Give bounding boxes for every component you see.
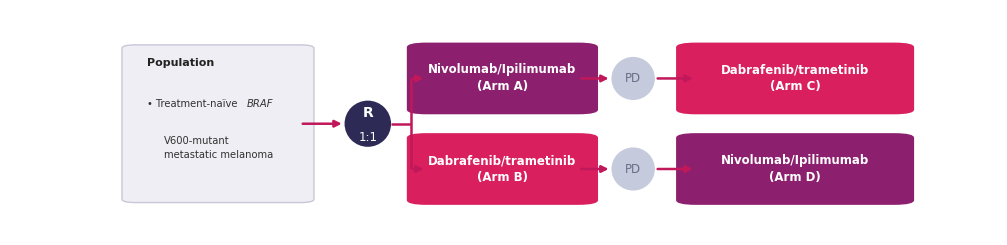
Ellipse shape [611, 57, 655, 100]
Text: Nivolumab/Ipilimumab
(Arm A): Nivolumab/Ipilimumab (Arm A) [428, 63, 577, 93]
FancyBboxPatch shape [407, 43, 598, 114]
FancyBboxPatch shape [676, 43, 914, 114]
FancyBboxPatch shape [676, 133, 914, 205]
FancyBboxPatch shape [407, 133, 598, 205]
Text: • Treatment-naïve: • Treatment-naïve [147, 99, 241, 109]
Text: 1:1: 1:1 [358, 131, 378, 144]
Text: PD: PD [625, 72, 641, 85]
Text: PD: PD [625, 162, 641, 175]
Text: R: R [363, 106, 374, 120]
Text: Dabrafenib/trametinib
(Arm B): Dabrafenib/trametinib (Arm B) [428, 154, 577, 184]
Ellipse shape [344, 101, 391, 147]
Text: Population: Population [147, 58, 214, 68]
Text: V600-mutant
metastatic melanoma: V600-mutant metastatic melanoma [164, 136, 273, 159]
Text: Nivolumab/Ipilimumab
(Arm D): Nivolumab/Ipilimumab (Arm D) [721, 154, 869, 184]
Ellipse shape [611, 147, 655, 191]
Text: BRAF: BRAF [247, 99, 273, 109]
FancyBboxPatch shape [122, 45, 314, 203]
Text: Dabrafenib/trametinib
(Arm C): Dabrafenib/trametinib (Arm C) [721, 63, 869, 93]
